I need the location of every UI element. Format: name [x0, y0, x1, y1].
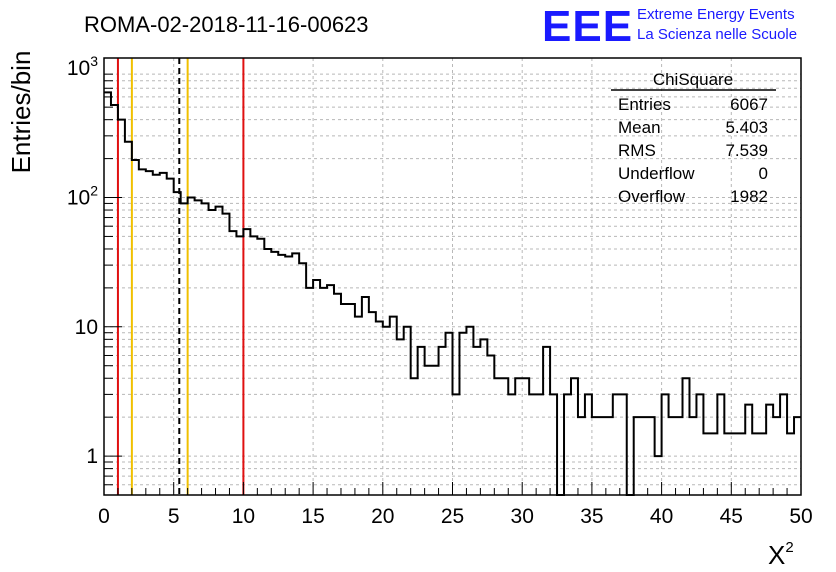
stats-box-name: ChiSquare: [653, 70, 733, 89]
x-tick-label: 30: [511, 505, 534, 528]
y-tick-label: 102: [67, 183, 98, 210]
x-tick-labels: 0 5 10 15 20 25 30 35 40 45 50: [98, 505, 813, 528]
eee-logo: EEE Extreme Energy Events La Scienza nel…: [542, 2, 797, 51]
stats-row-value: 1982: [730, 187, 768, 206]
x-tick-label: 35: [580, 505, 603, 528]
reference-lines: [116, 58, 245, 495]
x-tick-label: 20: [371, 505, 394, 528]
stats-row-value: 7.539: [725, 141, 768, 160]
x-tick-label: 0: [98, 505, 110, 528]
stats-row-label: RMS: [618, 141, 656, 160]
x-tick-label: 50: [789, 505, 812, 528]
stats-row-label: Underflow: [618, 164, 695, 183]
y-axis-label: Entries/bin: [6, 51, 36, 174]
stats-rows: Entries 6067 Mean 5.403 RMS 7.539 Underflow 0 Ov…: [618, 95, 768, 206]
stats-box: ChiSquare Entries 6067 Mean 5.403 RMS 7.539 Un…: [611, 70, 776, 206]
x-tick-label: 25: [441, 505, 464, 528]
y-tick-label: 1: [86, 445, 98, 468]
chart-title: ROMA-02-2018-11-16-00623: [84, 12, 369, 37]
y-tick-label: 10: [75, 316, 98, 339]
x-axis-label: X2: [768, 539, 794, 570]
x-tick-label: 45: [720, 505, 743, 528]
stats-row-label: Mean: [618, 118, 661, 137]
grid: [104, 58, 801, 496]
eee-logo-line2: La Scienza nelle Scuole: [637, 26, 797, 43]
stats-row-label: Overflow: [618, 187, 686, 206]
eee-logo-line1: Extreme Energy Events: [637, 6, 795, 23]
x-tick-label: 10: [232, 505, 255, 528]
x-tick-label: 15: [301, 505, 324, 528]
x-tick-label: 5: [168, 505, 180, 528]
stats-row-value: 6067: [730, 95, 768, 114]
stats-row-value: 5.403: [725, 118, 768, 137]
x-tick-label: 40: [650, 505, 673, 528]
y-tick-label: 103: [67, 53, 98, 80]
stats-row-value: 0: [759, 164, 768, 183]
y-tick-labels: 1 10 102 103: [67, 53, 98, 468]
axis-ticks: [103, 73, 802, 496]
stats-row-label: Entries: [618, 95, 671, 114]
eee-logo-mark: EEE: [542, 2, 633, 51]
histogram-line: [104, 91, 801, 496]
